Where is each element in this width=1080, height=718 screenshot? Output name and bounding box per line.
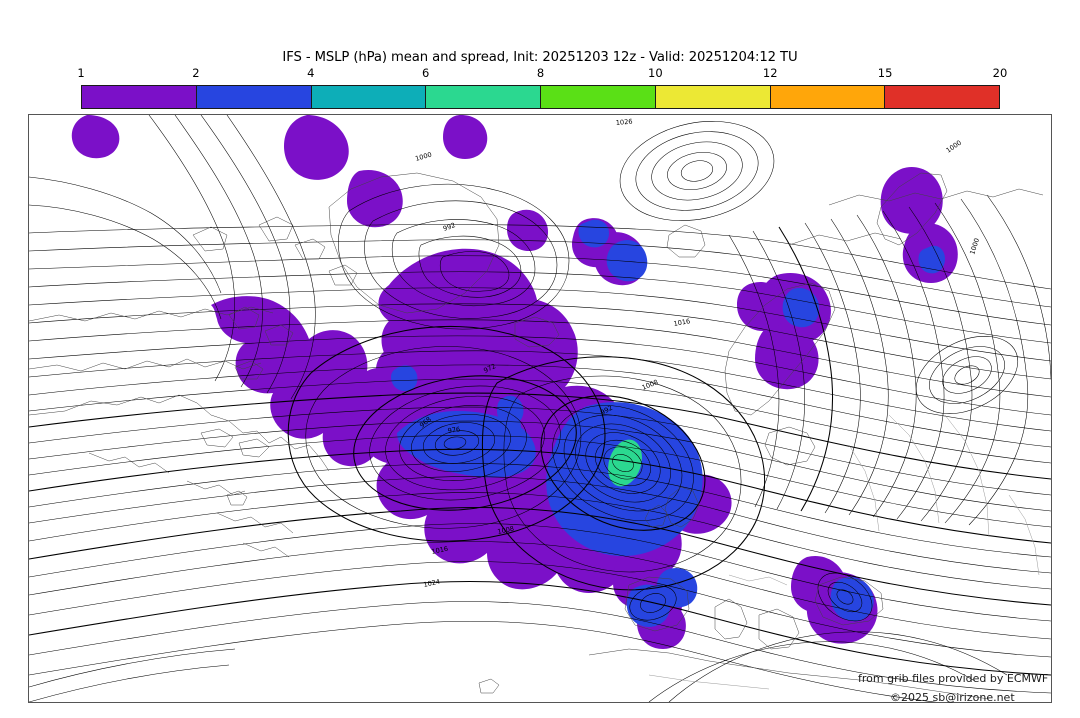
colorbar-tick-20: 20 bbox=[992, 66, 1008, 80]
colorbar-tick-1: 1 bbox=[77, 66, 85, 80]
svg-text:1024: 1024 bbox=[423, 578, 441, 589]
svg-text:1016: 1016 bbox=[431, 545, 449, 556]
colorbar-segment-10-12 bbox=[655, 86, 771, 108]
colorbar-tick-6: 6 bbox=[421, 66, 430, 80]
colorbar bbox=[81, 85, 1000, 109]
map-panel[interactable]: 1026 1000 1000 992 1016 1000 972 1008 96… bbox=[28, 114, 1052, 703]
credit-source: from grib files provided by ECMWF bbox=[858, 672, 1049, 685]
page-title: IFS - MSLP (hPa) mean and spread, Init: … bbox=[282, 50, 798, 65]
svg-text:992: 992 bbox=[442, 221, 457, 233]
map-canvas: 1026 1000 1000 992 1016 1000 972 1008 96… bbox=[29, 115, 1051, 702]
colorbar-segment-2-4 bbox=[196, 86, 312, 108]
svg-text:1016: 1016 bbox=[673, 317, 691, 328]
colorbar-segment-8-10 bbox=[541, 86, 656, 108]
colorbar-tick-15: 15 bbox=[877, 66, 893, 80]
colorbar-segment-15-20 bbox=[885, 86, 999, 108]
svg-text:976: 976 bbox=[447, 425, 461, 435]
colorbar-segment-6-8 bbox=[426, 86, 541, 108]
svg-text:1008: 1008 bbox=[497, 525, 515, 536]
colorbar-segment-1-2 bbox=[82, 86, 197, 108]
spread-shading-layer bbox=[71, 115, 958, 649]
svg-text:1026: 1026 bbox=[615, 118, 632, 127]
colorbar-segment-4-6 bbox=[311, 86, 427, 108]
colorbar-tick-12: 12 bbox=[762, 66, 778, 80]
colorbar-segment-12-15 bbox=[770, 86, 886, 108]
coastline-layer bbox=[29, 172, 1044, 700]
contour-layer bbox=[29, 115, 1051, 702]
colorbar-tick-2: 2 bbox=[192, 66, 200, 80]
colorbar-container: 1 2 4 6 8 10 12 15 20 bbox=[77, 66, 1007, 109]
colorbar-tick-10: 10 bbox=[648, 66, 663, 80]
colorbar-tick-8: 8 bbox=[536, 66, 545, 80]
credit-copyright: ©2025 sb@irizone.net bbox=[890, 691, 1015, 704]
colorbar-tick-4: 4 bbox=[307, 66, 315, 80]
colorbar-tick-labels: 1 2 4 6 8 10 12 15 20 bbox=[77, 66, 1007, 82]
